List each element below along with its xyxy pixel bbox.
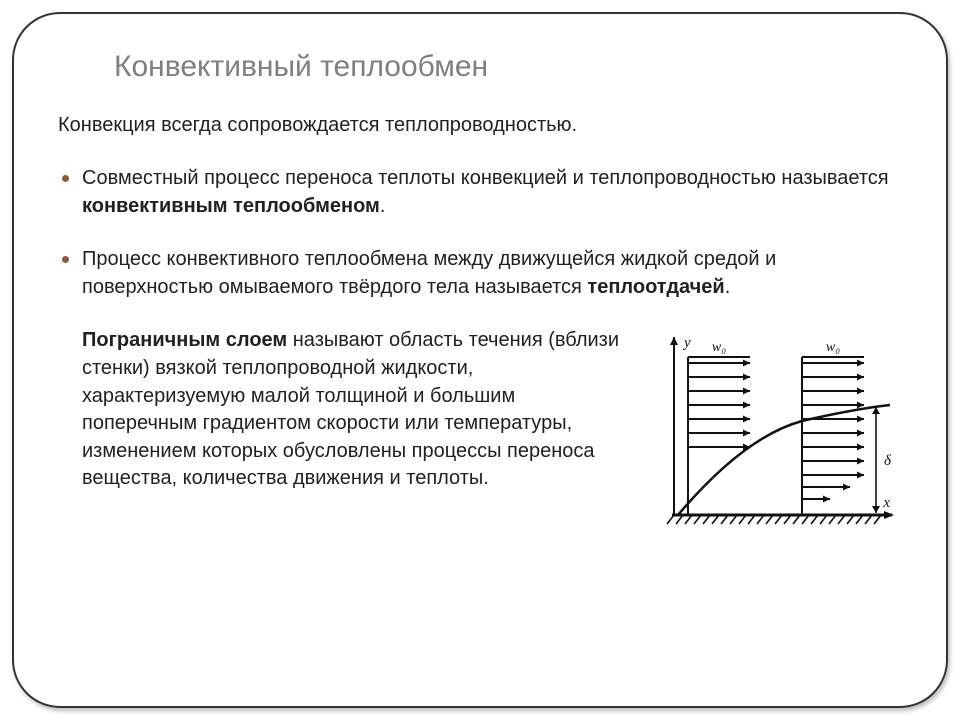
boundary-layer-tail: называют область течения (вблизи стенки)… (82, 329, 619, 489)
bullet-text-bold: теплоотдачей (587, 276, 724, 298)
intro-text: Конвекция всегда сопровождается теплопро… (58, 112, 904, 139)
slide-title: Конвективный теплообмен (114, 50, 904, 84)
svg-text:w₀: w₀ (826, 340, 840, 355)
boundary-layer-diagram: y x w₀ w₀ δ (644, 327, 904, 547)
svg-text:w₀: w₀ (712, 340, 726, 355)
bullet-text-post: . (380, 195, 386, 217)
bullet-list: Совместный процесс переноса теплоты конв… (58, 165, 904, 301)
boundary-layer-bold: Пограничным слоем (82, 329, 287, 351)
bullet-item: Совместный процесс переноса теплоты конв… (58, 165, 904, 220)
svg-text:y: y (682, 335, 691, 351)
bullet-text-bold: конвективным теплообменом (82, 195, 380, 217)
bullet-text-post: . (725, 276, 731, 298)
svg-text:δ: δ (884, 453, 892, 469)
svg-text:x: x (882, 495, 890, 511)
bullet-item: Процесс конвективного теплообмена между … (58, 246, 904, 301)
slide-frame: Конвективный теплообмен Конвекция всегда… (12, 12, 948, 708)
lower-row: Пограничным слоем называют область течен… (56, 327, 904, 547)
boundary-layer-text: Пограничным слоем называют область течен… (56, 327, 626, 493)
bullet-text-pre: Совместный процесс переноса теплоты конв… (82, 167, 889, 189)
